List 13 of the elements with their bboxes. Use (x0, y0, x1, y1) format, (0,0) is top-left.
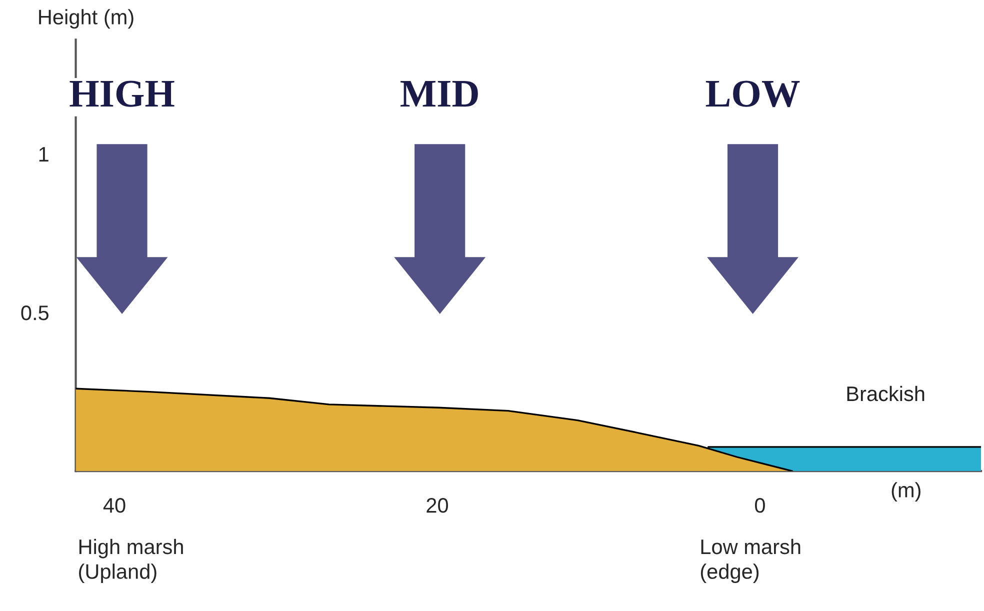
text: High marsh (Upland) (79, 538, 183, 584)
x-tick-label: 40 (103, 498, 126, 513)
x-tick-label: 20 (426, 498, 448, 513)
annotation: LOW (706, 80, 800, 108)
text: Brackish (847, 386, 924, 402)
y-tick-label: 1 (39, 147, 48, 162)
annotation: MID (400, 81, 478, 107)
text: Low marsh (edge) (700, 538, 800, 584)
x-tick-label: 0 (754, 498, 765, 513)
annotation: HIGH (70, 80, 174, 107)
y-axis-title: Height (m) (39, 9, 134, 29)
x-axis-title: (m) (892, 482, 920, 502)
y-tick-label: 0.5 (21, 305, 49, 320)
